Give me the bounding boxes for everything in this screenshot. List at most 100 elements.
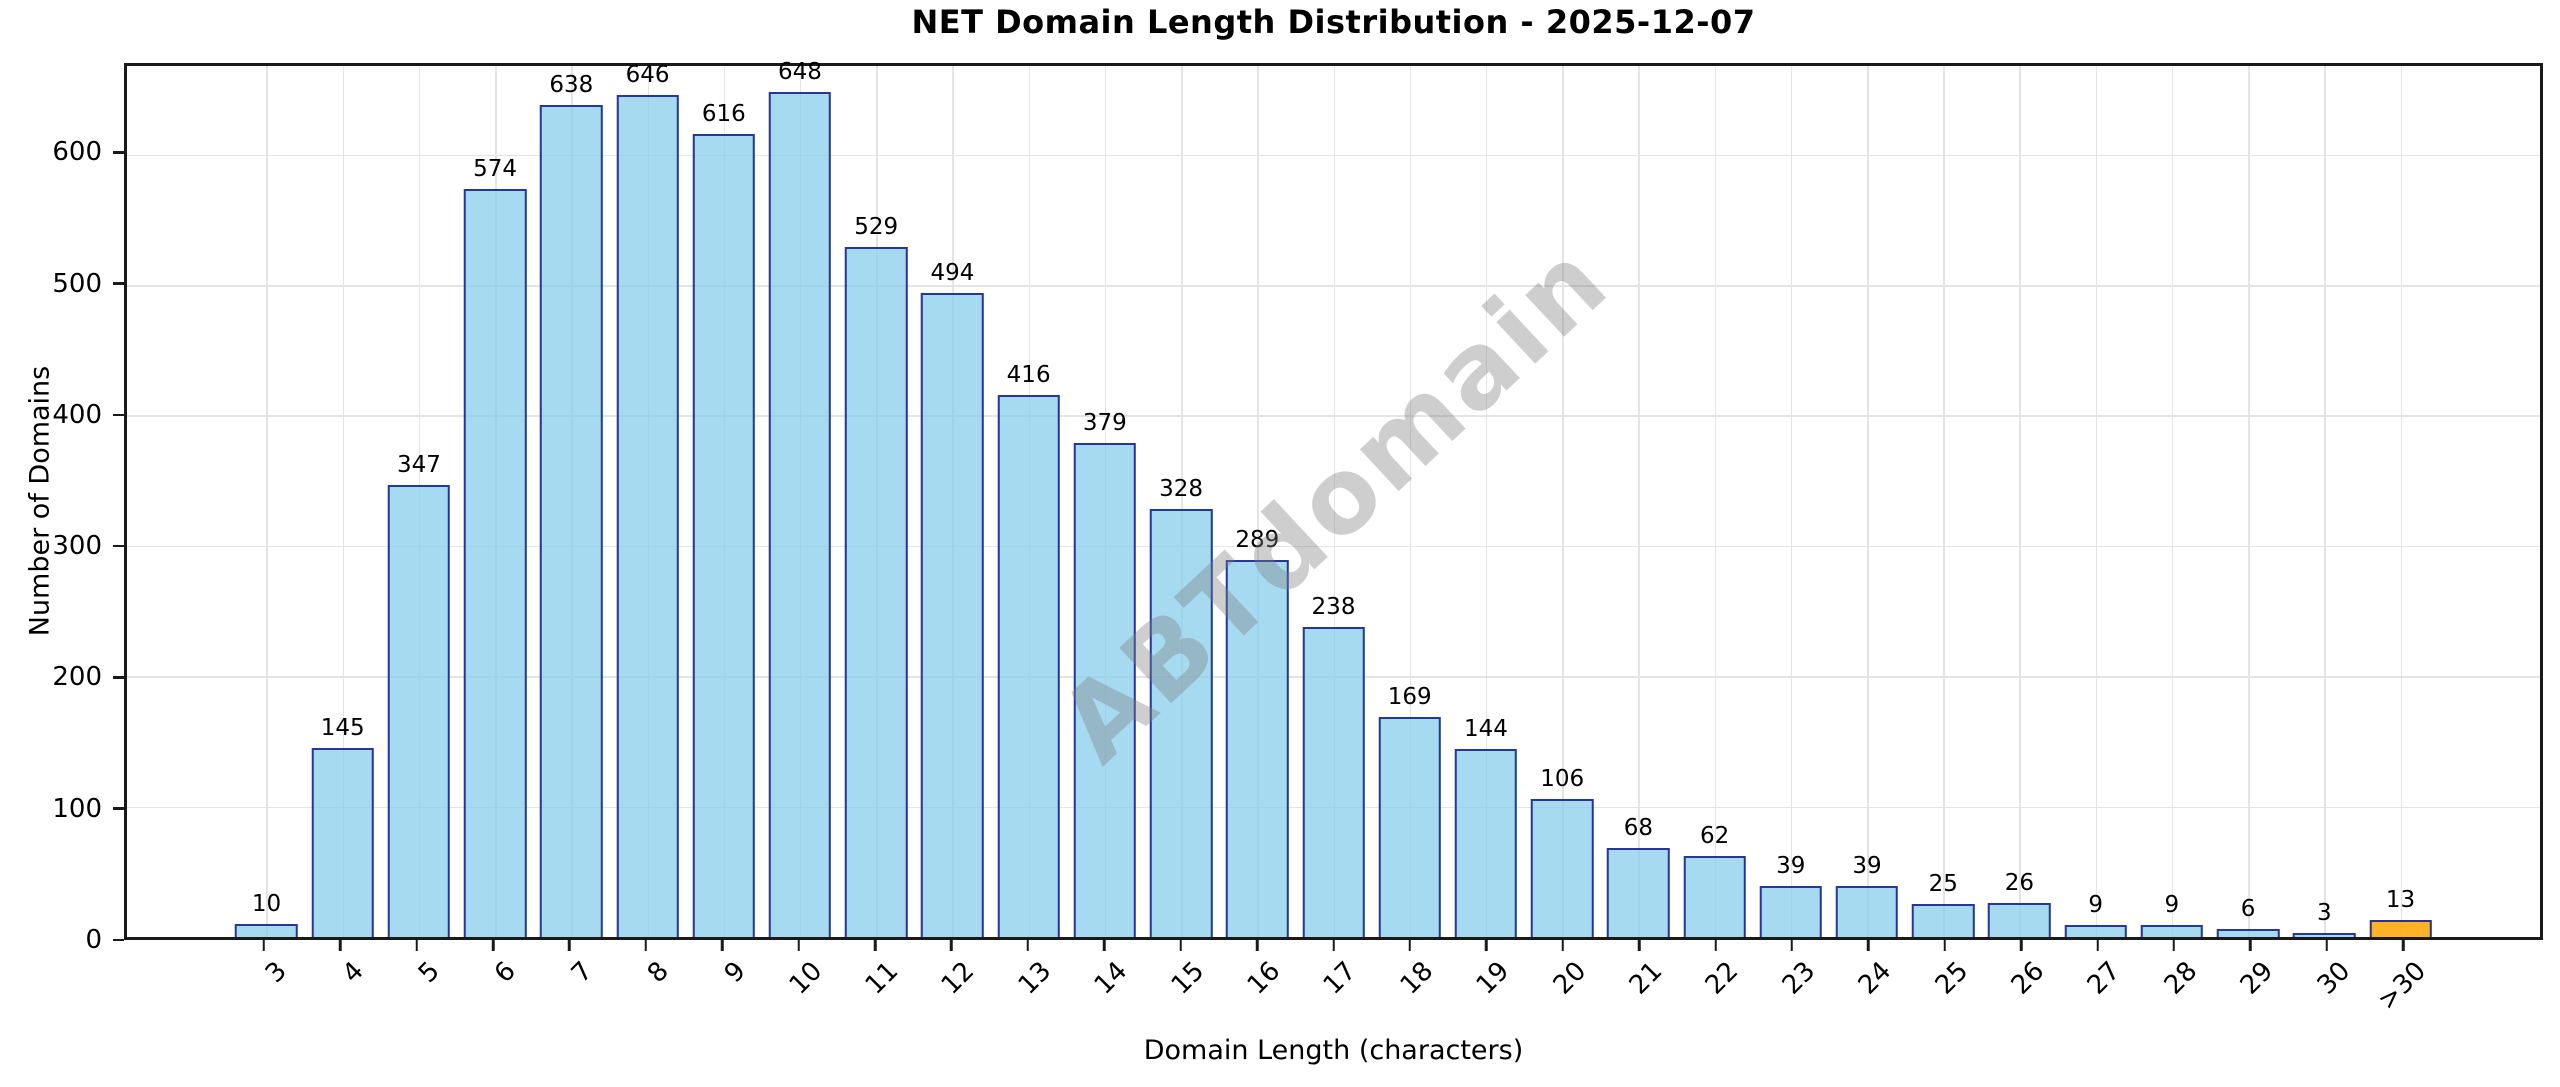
bar-value-label: 529: [854, 214, 899, 241]
v-gridline: [2171, 66, 2174, 937]
bar-17: [1302, 626, 1365, 937]
x-tick-mark: [873, 940, 877, 951]
y-tick-label: 300: [52, 531, 102, 562]
x-tick-mark: [415, 940, 418, 951]
v-gridline: [1333, 66, 1335, 937]
v-gridline: [1257, 66, 1259, 937]
x-tick-label-text: 16: [1241, 956, 1287, 1001]
bar-value-label: 238: [1311, 593, 1356, 620]
y-tick-label: 200: [52, 662, 102, 693]
x-tick-mark: [797, 940, 800, 951]
x-tick-label-text: 9: [718, 956, 752, 989]
v-gridline: [342, 66, 345, 937]
bar-value-label: 638: [549, 72, 594, 99]
bars-layer: 10 145 347 574 638 646 616 648 529 494 416 379 328 28…: [127, 61, 2540, 937]
x-tick-mark: [1867, 940, 1870, 951]
v-gridline: [2248, 66, 2250, 937]
bar-6: [463, 188, 527, 937]
bar-value-label: 13: [2385, 887, 2416, 914]
x-tick-label-text: 30: [2311, 956, 2356, 1001]
bar-value-label: 9: [2088, 892, 2103, 919]
x-tick-label-text: 7: [565, 956, 599, 989]
bar-7: [540, 105, 603, 937]
x-axis-label: Domain Length (characters): [1143, 1035, 1524, 1066]
bar-value-label: 62: [1699, 823, 1730, 850]
x-tick-label-text: 4: [336, 956, 370, 989]
x-tick-label-text: 23: [1776, 956, 1822, 1001]
x-tick-label-text: 19: [1470, 956, 1516, 1001]
x-tick-mark: [1637, 940, 1641, 951]
y-tick-mark: [113, 676, 124, 679]
bar-20: [1530, 798, 1594, 937]
x-tick-mark: [2096, 940, 2099, 951]
x-tick-label-text: 27: [2082, 956, 2127, 1001]
x-tick-mark: [2172, 940, 2176, 951]
bar-5: [387, 484, 451, 937]
x-tick-label-text: 3: [260, 956, 294, 989]
x-tick-mark: [1485, 940, 1488, 951]
x-tick-mark: [950, 940, 953, 951]
bar-value-label: 494: [930, 259, 975, 286]
bar-value-label: 574: [473, 155, 518, 182]
bar-29: [2216, 929, 2280, 937]
x-tick-mark: [1332, 940, 1335, 951]
y-tick-mark: [113, 413, 124, 417]
bar-15: [1149, 509, 1213, 937]
bar-22: [1683, 856, 1746, 937]
x-tick-mark: [1026, 940, 1030, 951]
bar-8: [616, 94, 679, 937]
v-gridline: [2019, 66, 2021, 937]
bar-value-label: 646: [625, 61, 670, 88]
v-gridline: [1790, 66, 1793, 937]
bar-21: [1607, 848, 1670, 937]
bar-value-label: 648: [778, 59, 822, 86]
bar-value-label: 9: [2164, 892, 2180, 919]
bar-4: [311, 747, 374, 937]
bar-value-label: 144: [1463, 716, 1508, 743]
bar-11: [844, 247, 908, 937]
x-tick-mark: [1943, 940, 1946, 951]
bar-value-label: 379: [1082, 409, 1127, 436]
x-tick-mark: [2325, 940, 2329, 951]
v-gridline: [1867, 66, 1869, 937]
bar-value-label: 39: [1852, 853, 1882, 880]
x-tick-label-text: 17: [1318, 956, 1363, 1001]
x-tick-label-text: 6: [489, 956, 523, 989]
x-tick-mark: [568, 940, 571, 951]
bar-value-label: 145: [320, 714, 365, 741]
bar-value-label: 68: [1623, 815, 1653, 842]
y-tick-mark: [113, 151, 124, 154]
bar-value-label: 169: [1387, 683, 1432, 710]
y-tick-mark: [113, 807, 124, 810]
bar-value-label: 39: [1776, 853, 1806, 880]
y-tick-mark: [113, 544, 124, 548]
x-tick-label-text: 28: [2158, 956, 2204, 1001]
bar-value-label: 106: [1540, 765, 1585, 792]
bar-12: [921, 292, 984, 937]
x-tick-mark: [1714, 940, 1717, 951]
bar-14: [1073, 442, 1137, 937]
x-tick-label-text: >30: [2372, 956, 2433, 1017]
bar-value-label: 328: [1159, 476, 1204, 503]
v-gridline: [266, 66, 268, 937]
bar->30: [2369, 920, 2432, 937]
v-gridline: [1409, 66, 1412, 937]
bar-28: [2140, 925, 2204, 937]
bar-19: [1454, 749, 1518, 937]
x-tick-label-text: 24: [1852, 956, 1898, 1001]
x-tick-label-text: 20: [1547, 956, 1592, 1001]
x-tick-label-text: 12: [936, 956, 981, 1001]
x-tick-mark: [491, 940, 495, 951]
v-gridline: [1714, 66, 1717, 937]
x-tick-label-text: 21: [1623, 956, 1669, 1001]
x-tick-mark: [2401, 940, 2405, 951]
bar-value-label: 3: [2316, 900, 2332, 927]
bar-13: [997, 394, 1060, 937]
x-tick-label-text: 22: [1700, 956, 1745, 1001]
v-gridline: [1485, 66, 1488, 937]
x-tick-label-text: 13: [1012, 956, 1058, 1001]
x-tick-label-text: 26: [2005, 956, 2051, 1001]
y-tick-label: 500: [52, 268, 102, 299]
x-tick-mark: [1103, 940, 1106, 951]
